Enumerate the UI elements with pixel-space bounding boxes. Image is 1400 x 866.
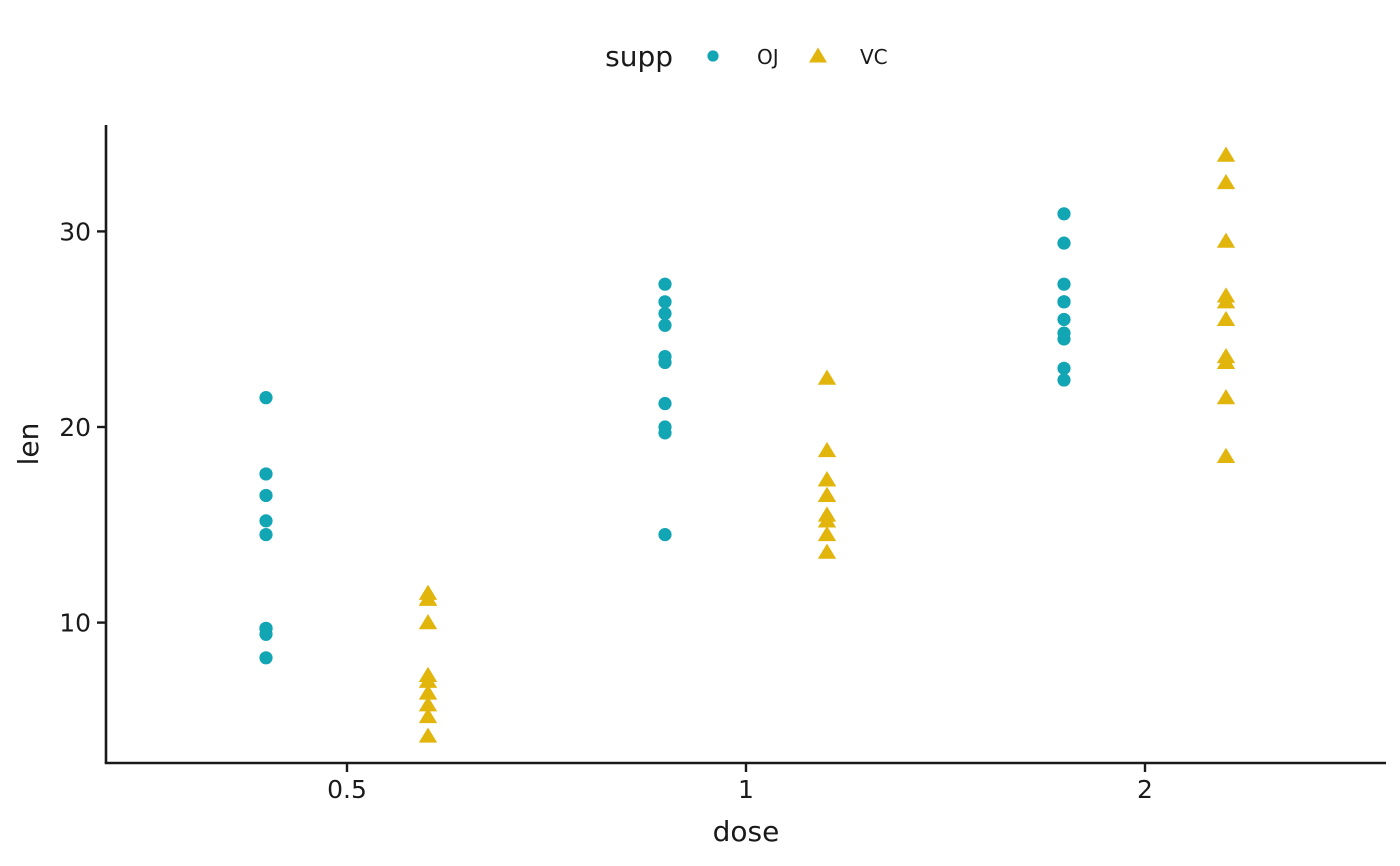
data-point-oj	[259, 621, 273, 636]
data-point-oj	[658, 349, 672, 364]
x-tick-label: 2	[1137, 775, 1153, 804]
data-point-oj	[658, 306, 672, 321]
legend-vc-label: VC	[860, 45, 888, 69]
data-point-vc	[817, 441, 837, 458]
data-point-vc	[1216, 353, 1236, 370]
y-axis-tick-labels: 10 20 30	[59, 217, 91, 637]
data-point-vc	[1216, 232, 1236, 248]
data-point-oj	[259, 391, 273, 405]
data-point-vc	[1216, 447, 1236, 463]
data-point-vc	[817, 506, 837, 522]
data-point-oj	[658, 318, 672, 332]
y-tick-label: 10	[59, 609, 91, 638]
data-point-oj	[658, 527, 672, 542]
data-point-vc	[418, 684, 438, 700]
data-point-oj	[1057, 361, 1071, 375]
data-point-vc	[418, 696, 438, 712]
y-axis-ticks	[97, 230, 106, 624]
data-point-vc	[817, 369, 837, 385]
data-point-vc	[418, 672, 438, 688]
data-point-oj	[658, 277, 672, 291]
chart-legend: supp OJ VC	[605, 40, 888, 73]
y-tick-label: 30	[59, 217, 91, 246]
axes	[104, 125, 1386, 765]
legend-oj-label: OJ	[757, 45, 779, 69]
data-point-vc	[817, 543, 837, 559]
data-point-vc	[817, 525, 837, 542]
data-point-oj	[259, 527, 273, 542]
data-point-vc	[1216, 310, 1236, 327]
data-point-vc	[1216, 389, 1236, 405]
data-point-vc	[1216, 146, 1236, 162]
data-point-vc	[1216, 173, 1236, 190]
data-point-vc	[418, 614, 438, 630]
x-axis-tick-labels: 0.5 1 2	[327, 775, 1153, 804]
data-point-oj	[658, 396, 672, 411]
legend-title: supp	[605, 40, 673, 73]
data-point-vc	[817, 486, 837, 503]
data-point-oj	[1057, 277, 1071, 291]
x-axis-title: dose	[713, 815, 780, 848]
data-point-vc	[1216, 287, 1236, 303]
data-point-oj	[1057, 207, 1071, 221]
data-point-vc	[418, 707, 438, 724]
data-point-vc	[418, 727, 438, 743]
legend-oj-circle-icon	[707, 50, 719, 62]
data-point-oj	[658, 295, 672, 309]
x-tick-label: 1	[738, 775, 754, 804]
y-axis-title: len	[12, 423, 45, 466]
data-point-oj	[658, 420, 672, 434]
data-point-oj	[1057, 326, 1071, 340]
data-point-oj	[1057, 312, 1071, 327]
data-point-vc	[817, 471, 837, 487]
x-axis-ticks	[345, 763, 1147, 772]
y-tick-label: 20	[59, 413, 91, 442]
data-points	[259, 146, 1236, 743]
data-point-oj	[259, 514, 273, 528]
data-point-oj	[1057, 373, 1071, 387]
data-point-oj	[259, 488, 273, 503]
data-point-oj	[259, 467, 273, 481]
x-tick-label: 0.5	[327, 775, 367, 804]
data-point-oj	[1057, 236, 1071, 250]
legend-vc-triangle-icon	[809, 47, 827, 63]
data-point-vc	[418, 590, 438, 606]
data-point-oj	[259, 651, 273, 665]
data-point-oj	[1057, 295, 1071, 309]
